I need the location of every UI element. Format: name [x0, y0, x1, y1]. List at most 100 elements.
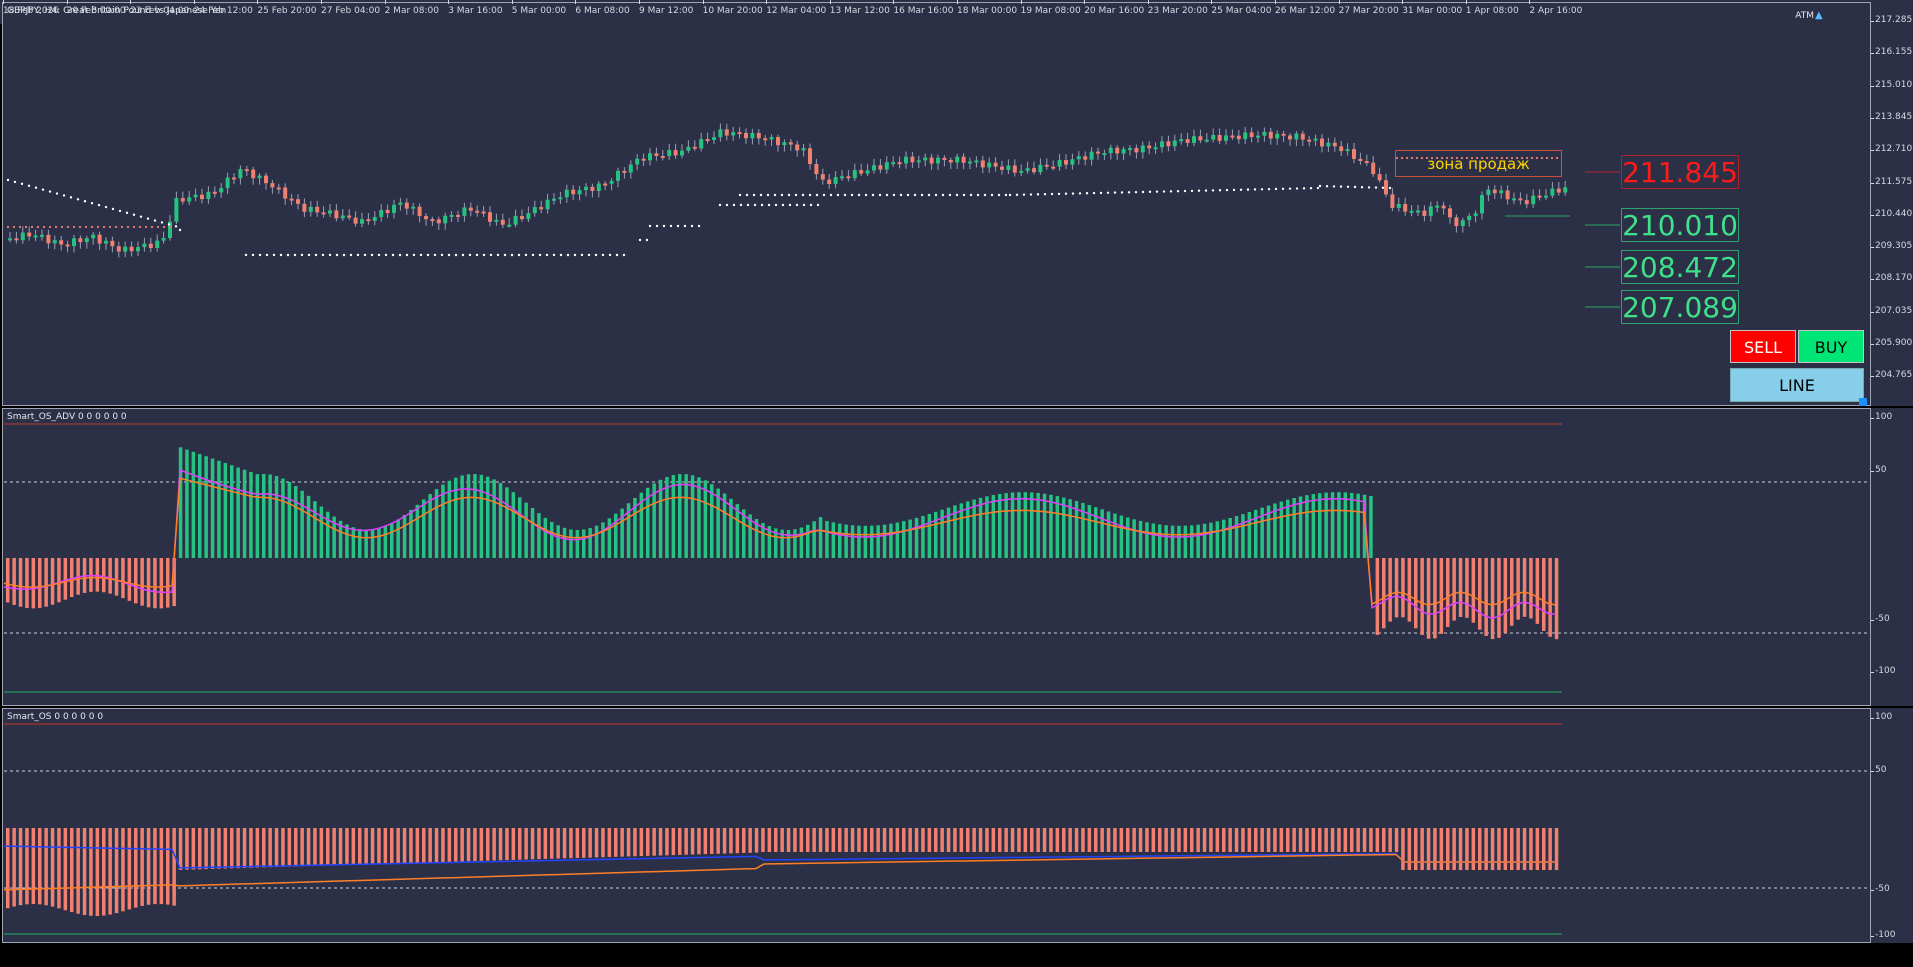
candle — [507, 224, 512, 227]
candle — [1070, 159, 1075, 165]
histogram-bar — [332, 516, 336, 558]
price-tick: 217.285 — [1870, 15, 1913, 25]
stop-dot — [1367, 186, 1371, 189]
candle — [148, 243, 153, 249]
histogram-bar — [1062, 497, 1066, 558]
smart-os-pane[interactable]: Smart_OS 0 0 0 0 0 0 — [2, 708, 1871, 943]
resize-handle[interactable] — [1859, 398, 1867, 406]
histogram-bar — [838, 828, 842, 852]
time-tick: 19 Mar 08:00 — [1020, 0, 1081, 16]
candle — [1147, 145, 1152, 149]
indicator-tick: 100 — [1870, 712, 1893, 722]
candle — [59, 240, 64, 245]
stop-dot — [1120, 191, 1124, 194]
candle — [27, 232, 32, 237]
price-tick: 216.155 — [1870, 47, 1913, 58]
candle — [744, 132, 748, 139]
stop-dot — [566, 253, 570, 257]
histogram-bar — [1254, 828, 1258, 852]
histogram-bar — [806, 828, 810, 852]
candle — [488, 212, 492, 222]
histogram-bar — [524, 502, 528, 558]
candle — [840, 176, 844, 179]
candle — [1441, 205, 1446, 209]
stop-dot — [976, 193, 980, 197]
level-label-resistance[interactable]: 211.845 — [1621, 155, 1739, 189]
level-dot — [24, 225, 28, 229]
stop-dot — [1043, 193, 1047, 196]
histogram-bar — [447, 480, 452, 558]
level-dot — [1545, 156, 1549, 160]
candle — [782, 142, 787, 146]
time-tick: 5 Mar 00:00 — [511, 0, 567, 16]
stop-dot — [41, 188, 45, 191]
stop-dot — [1106, 191, 1110, 194]
histogram-bar — [703, 480, 708, 558]
atm-label[interactable]: ATM — [1795, 11, 1814, 21]
histogram-bar — [57, 828, 61, 909]
candle — [731, 132, 736, 136]
candle — [564, 189, 569, 198]
candle — [712, 137, 716, 140]
histogram-bar — [998, 493, 1002, 558]
histogram-bar — [614, 513, 618, 558]
stop-dot — [293, 253, 297, 257]
histogram-bar — [710, 828, 714, 854]
histogram-bar — [153, 558, 157, 609]
histogram-bar — [985, 496, 989, 558]
histogram-bar — [1350, 828, 1354, 852]
stop-dot — [552, 253, 556, 257]
candle — [1403, 203, 1408, 212]
histogram-bar — [364, 828, 368, 865]
time-tick: 31 Mar 00:00 — [1402, 0, 1463, 16]
stop-dot — [440, 253, 444, 257]
candle — [1083, 156, 1088, 160]
histogram-bar — [198, 454, 202, 558]
stop-dot — [822, 193, 826, 197]
price-axis[interactable]: 217.285 216.155 215.010 213.845 212.710 211.5… — [1870, 2, 1913, 406]
candle — [929, 157, 934, 164]
histogram-bar — [236, 467, 240, 558]
buy-button[interactable]: BUY — [1798, 330, 1864, 363]
sell-zone-rectangle[interactable]: зона продаж — [1395, 150, 1562, 177]
histogram-bar — [319, 506, 324, 558]
histogram-bar — [210, 458, 215, 558]
level-label-support-2[interactable]: 208.472 — [1621, 250, 1739, 284]
histogram-bar — [31, 828, 36, 905]
histogram-bar — [102, 558, 106, 593]
stop-dot — [843, 193, 847, 197]
candle — [1556, 188, 1561, 193]
sell-button[interactable]: SELL — [1730, 330, 1796, 363]
histogram-bar — [422, 499, 426, 558]
histogram-bar — [518, 828, 522, 860]
histogram-bar — [1202, 828, 1207, 852]
histogram-bar — [1042, 493, 1047, 558]
level-label-support-3[interactable]: 207.089 — [1621, 290, 1739, 324]
candle — [411, 206, 416, 209]
candle — [110, 240, 115, 247]
stop-dot — [1374, 186, 1378, 189]
stop-dot — [1232, 188, 1236, 192]
candle — [955, 156, 960, 163]
histogram-bar — [1190, 525, 1194, 558]
candle — [289, 198, 294, 201]
stop-dot — [759, 193, 763, 197]
stop-dot — [279, 253, 283, 257]
candle — [33, 235, 38, 238]
candle — [539, 207, 544, 210]
candle — [1467, 215, 1472, 221]
histogram-bar — [1036, 492, 1040, 558]
histogram-bar — [415, 504, 420, 558]
stop-dot — [1316, 186, 1320, 190]
stop-dot — [969, 193, 973, 197]
level-label-support-1[interactable]: 210.010 — [1621, 208, 1739, 242]
candle — [1409, 210, 1414, 213]
price-chart-pane[interactable]: GBPJPY, H4: Great Britain Pound vs Japan… — [2, 2, 1871, 406]
candle — [980, 160, 985, 168]
line-button[interactable]: LINE — [1730, 368, 1864, 402]
stop-dot — [1155, 190, 1159, 193]
histogram-bar — [1228, 517, 1232, 558]
hat-icon[interactable]: ▲ — [1815, 10, 1823, 21]
stop-dot — [531, 253, 535, 257]
candle — [942, 157, 947, 160]
